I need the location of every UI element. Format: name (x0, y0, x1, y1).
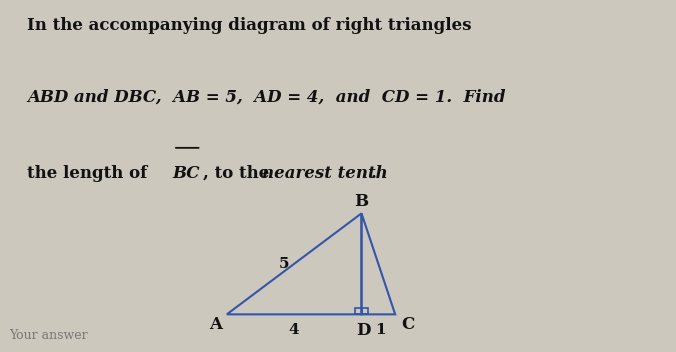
Text: 5: 5 (279, 257, 289, 271)
Text: Your answer: Your answer (9, 329, 88, 342)
Text: .: . (370, 165, 377, 182)
Text: the length of: the length of (27, 165, 153, 182)
Text: In the accompanying diagram of right triangles: In the accompanying diagram of right tri… (27, 17, 472, 34)
Text: 4: 4 (289, 323, 299, 337)
Text: B: B (354, 193, 368, 210)
Text: BC: BC (172, 165, 200, 182)
Bar (362, 308, 368, 314)
Text: ABD and DBC,  AB = 5,  AD = 4,  and  CD = 1.  Find: ABD and DBC, AB = 5, AD = 4, and CD = 1.… (27, 89, 506, 106)
Text: A: A (209, 316, 222, 333)
Bar (355, 308, 362, 314)
Text: 1: 1 (375, 323, 385, 337)
Text: nearest tenth: nearest tenth (262, 165, 388, 182)
Text: , to the: , to the (203, 165, 275, 182)
Text: D: D (356, 322, 370, 339)
Text: C: C (402, 316, 414, 333)
